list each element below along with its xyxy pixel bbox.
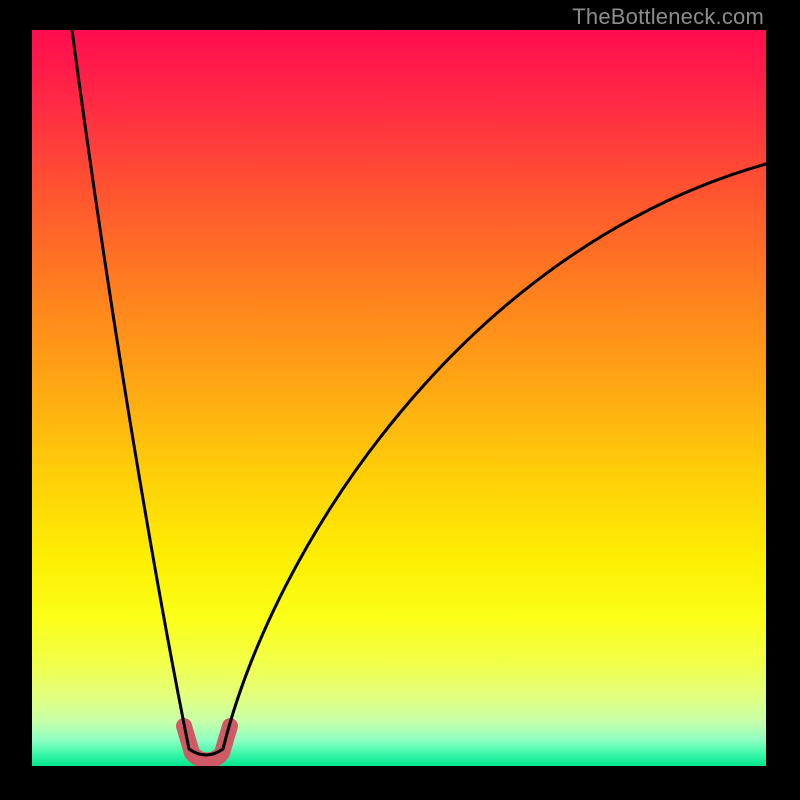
gradient-background	[32, 30, 766, 766]
chart-svg	[32, 30, 766, 766]
watermark-text: TheBottleneck.com	[572, 4, 764, 30]
plot-area	[32, 30, 766, 766]
